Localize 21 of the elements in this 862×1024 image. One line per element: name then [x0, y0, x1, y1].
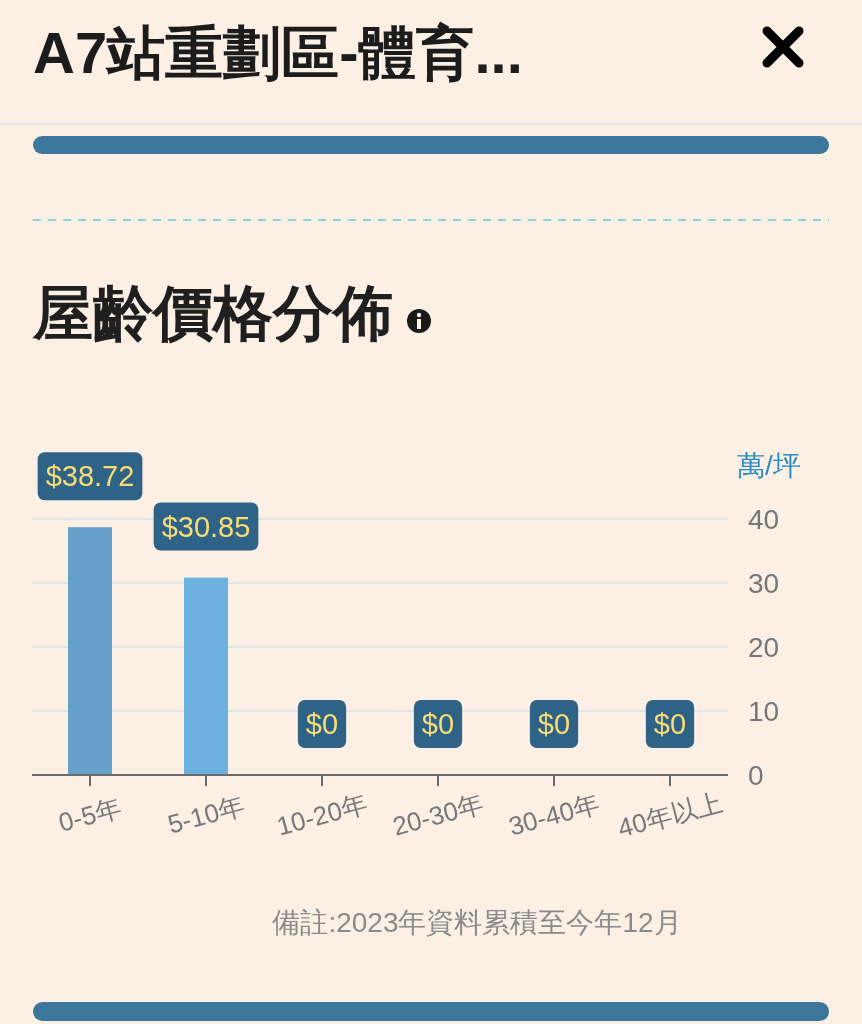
ytick: 40: [748, 504, 780, 535]
xtick: 10-20年: [273, 788, 371, 842]
ytick: 10: [748, 696, 780, 727]
data-label: $0: [421, 708, 455, 740]
data-label: $0: [653, 708, 687, 740]
data-label: $0: [305, 708, 339, 740]
data-label: $30.85: [161, 510, 251, 543]
ytick: 0: [748, 760, 764, 791]
ytick: 30: [748, 568, 780, 599]
ytick: 20: [748, 632, 780, 663]
xtick: 0-5年: [55, 792, 125, 838]
xtick: 40年以上: [614, 786, 726, 844]
data-label: $0: [537, 708, 571, 740]
data-label: $38.72: [45, 460, 135, 493]
ylabel: 萬/坪: [737, 450, 801, 481]
xtick: 5-10年: [164, 790, 248, 840]
xtick: 30-40年: [505, 788, 603, 842]
title: A7站重劃區-體育...: [33, 20, 523, 85]
xtick: 20-30年: [389, 788, 487, 842]
subtitle: 屋齡價格分佈: [33, 280, 393, 347]
annotation: 備註:2023年資料累積至今年12月: [272, 907, 682, 938]
